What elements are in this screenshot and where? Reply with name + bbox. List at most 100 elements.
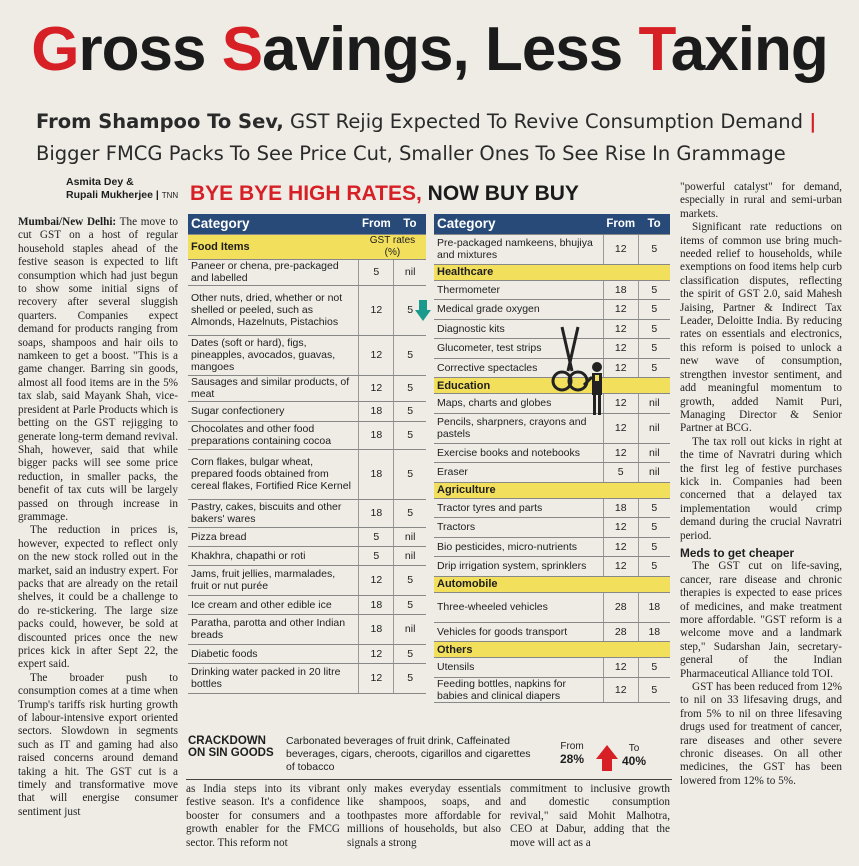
- row-category: Medical grade oxygen: [434, 299, 604, 320]
- row-to-rate: nil: [637, 462, 670, 483]
- row-from-rate: 12: [602, 234, 639, 265]
- row-to-rate: 5: [637, 537, 670, 557]
- paragraph: The tax roll out kicks in right at the t…: [680, 435, 842, 542]
- row-from-rate: 28: [602, 592, 639, 623]
- subdeck-line-1: From Shampoo To Sev, GST Rejig Expected …: [36, 110, 846, 133]
- paragraph: The reduction in prices is, however, exp…: [18, 524, 178, 671]
- table-row: Khakhra, chapathi or roti 5 nil: [188, 546, 426, 566]
- row-from-rate: 12: [358, 663, 394, 694]
- row-from-rate: 12: [358, 644, 394, 664]
- row-from-rate: 12: [602, 443, 639, 463]
- to-label: To: [628, 743, 640, 754]
- row-category: Paratha, parotta and other Indian breads: [188, 614, 359, 645]
- byline-authors-1: Asmita Dey &: [66, 176, 134, 188]
- subdeck-bar: |: [809, 110, 817, 133]
- byline: Asmita Dey & Rupali Mukherjee | TNN: [66, 176, 179, 201]
- row-category: Khakhra, chapathi or roti: [188, 546, 359, 566]
- subdeck-rest: GST Rejig Expected To Revive Consumption…: [283, 110, 804, 133]
- row-from-rate: 18: [358, 614, 394, 645]
- subdeck-bold: From Shampoo To Sev,: [36, 110, 284, 133]
- column-header-to: To: [393, 214, 426, 235]
- row-category: Glucometer, test strips: [434, 338, 604, 359]
- row-category: Eraser: [434, 462, 604, 483]
- from-label: From: [560, 741, 584, 752]
- row-from-rate: 12: [602, 517, 639, 538]
- row-from-rate: 18: [602, 280, 639, 300]
- row-from-rate: 28: [602, 622, 639, 642]
- row-to-rate: 5: [637, 319, 670, 339]
- row-category: Corn flakes, bulgar wheat, prepared food…: [188, 449, 359, 500]
- table-row: Three-wheeled vehicles 28 18: [434, 592, 670, 623]
- row-category: Drinking water packed in 20 litre bottle…: [188, 663, 359, 694]
- row-category: Chocolates and other food preparations c…: [188, 421, 359, 450]
- section-row: Education: [434, 377, 670, 394]
- row-from-rate: 12: [358, 285, 394, 336]
- right-column: "powerful catalyst" for demand, especial…: [680, 181, 842, 788]
- row-category: Other nuts, dried, whether or not shelle…: [188, 285, 359, 336]
- row-from-rate: 5: [602, 462, 639, 483]
- row-to-rate: 5: [637, 299, 670, 320]
- table-row: Bio pesticides, micro-nutrients 12 5: [434, 537, 670, 557]
- table-row: Maps, charts and globes 12 nil: [434, 393, 670, 414]
- row-from-rate: 18: [358, 499, 394, 528]
- left-rates-table: Category From To Food Items GST rates (%…: [188, 214, 426, 694]
- row-to-rate: 5: [637, 677, 670, 703]
- row-to-rate: nil: [637, 393, 670, 414]
- row-to-rate: 5: [393, 421, 426, 450]
- row-to-rate: 5: [393, 375, 426, 402]
- row-to-rate: nil: [393, 527, 426, 547]
- section-label: Education: [434, 377, 670, 394]
- row-category: Diabetic foods: [188, 644, 359, 664]
- row-to-rate: 5: [393, 401, 426, 422]
- up-arrow-stem: [602, 759, 612, 771]
- row-category: Sugar confectionery: [188, 401, 359, 422]
- row-to-rate: 5: [393, 644, 426, 664]
- paragraph: Mumbai/New Delhi: The move to cut GST on…: [18, 216, 178, 524]
- row-to-rate: 18: [637, 622, 670, 642]
- dateline: Mumbai/New Delhi:: [18, 216, 117, 228]
- row-from-rate: 12: [358, 565, 394, 596]
- row-from-rate: 12: [602, 413, 639, 444]
- row-category: Sausages and similar products, of meat: [188, 375, 359, 402]
- column-header-from: From: [358, 214, 394, 235]
- row-from-rate: 12: [602, 556, 639, 577]
- headline-letter-t: T: [638, 15, 672, 84]
- paragraph-text: The move to cut GST on a host of regular…: [18, 216, 179, 523]
- section-row: Healthcare: [434, 264, 670, 281]
- row-from-rate: 18: [358, 449, 394, 500]
- paragraph: Significant rate reductions on items of …: [680, 221, 842, 435]
- table-row: Feeding bottles, napkins for babies and …: [434, 677, 670, 703]
- from-value: 28%: [560, 752, 585, 766]
- to-value: 40%: [622, 754, 647, 768]
- row-to-rate: 5: [393, 499, 426, 528]
- row-to-rate: nil: [637, 413, 670, 444]
- row-to-rate: nil: [393, 614, 426, 645]
- row-from-rate: 5: [358, 259, 394, 286]
- table-row: Sausages and similar products, of meat 12…: [188, 375, 426, 402]
- section-label: Automobile: [434, 576, 670, 593]
- crackdown-from: From 28%: [560, 741, 584, 766]
- row-from-rate: 18: [358, 595, 394, 615]
- row-to-rate: 18: [637, 592, 670, 623]
- row-to-rate: nil: [393, 546, 426, 566]
- table-row: Utensils 12 5: [434, 657, 670, 678]
- column-header-from: From: [603, 214, 639, 235]
- row-from-rate: 5: [358, 546, 394, 566]
- headline-letter-g: G: [31, 15, 79, 84]
- row-from-rate: 18: [602, 498, 639, 518]
- section-label: Food Items: [188, 234, 359, 260]
- headline: Gross Savings, Less Taxing: [0, 14, 859, 85]
- row-category: Paneer or chena, pre-packaged and labell…: [188, 259, 359, 286]
- paragraph: only makes everyday essentials like sham…: [347, 783, 501, 849]
- table-row: Exercise books and notebooks 12 nil: [434, 443, 670, 463]
- row-from-rate: 12: [602, 537, 639, 557]
- section-row: Agriculture: [434, 482, 670, 499]
- divider: [186, 779, 672, 780]
- row-from-rate: 12: [602, 393, 639, 414]
- row-category: Feeding bottles, napkins for babies and …: [434, 677, 604, 703]
- paragraph: The broader push to consumption comes at…: [18, 671, 178, 818]
- row-from-rate: 12: [358, 335, 394, 376]
- row-to-rate: 5: [393, 335, 426, 376]
- table-row: Diabetic foods 12 5: [188, 644, 426, 664]
- column-header-category: Category: [188, 214, 359, 235]
